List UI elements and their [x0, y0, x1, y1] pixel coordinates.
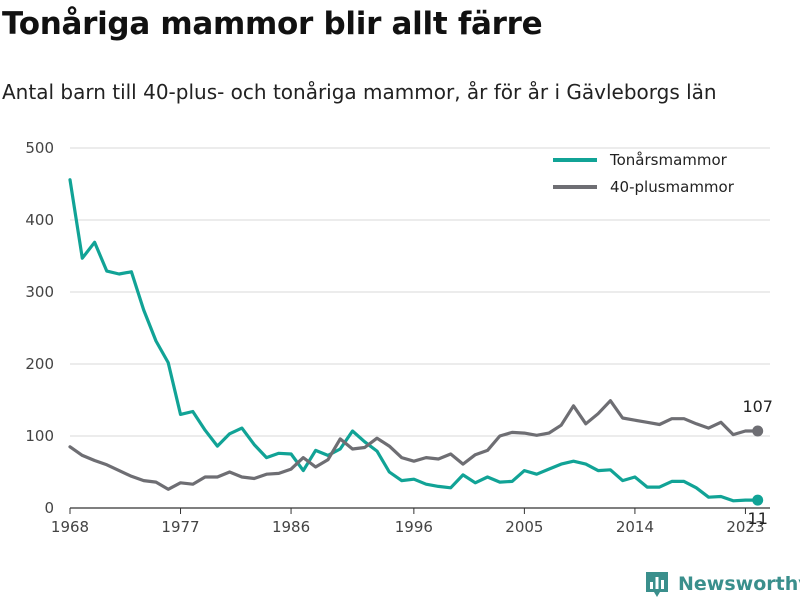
- x-tick-label-1996: 1996: [395, 518, 433, 536]
- x-tick-label-1986: 1986: [272, 518, 310, 536]
- y-tick-label-100: 100: [25, 427, 54, 445]
- end-label-0: 11: [748, 509, 768, 528]
- y-tick-label-400: 400: [25, 211, 54, 229]
- x-tick-label-2023: 2023: [726, 518, 764, 536]
- grid-lines: [70, 147, 770, 437]
- y-tick-label-200: 200: [25, 355, 54, 373]
- chart-title: Tonåriga mammor blir allt färre: [2, 6, 543, 42]
- legend: Tonårsmammor 40-plusmammor: [553, 151, 735, 196]
- x-tick-label-2014: 2014: [616, 518, 654, 536]
- x-tick-label-1968: 1968: [51, 518, 89, 536]
- series-lines: [68, 178, 760, 503]
- x-tick-label-1977: 1977: [161, 518, 199, 536]
- series-line-1: [68, 399, 760, 491]
- x-axis: 1968 1977 1986 1996 2005 2014 2023: [51, 507, 770, 536]
- y-tick-label-0: 0: [44, 499, 54, 517]
- y-axis: 0 100 200 300 400 500: [25, 139, 54, 517]
- y-tick-label-300: 300: [25, 283, 54, 301]
- legend-label-1: 40-plusmammor: [610, 178, 735, 196]
- end-point-1: [752, 425, 764, 437]
- bar-chart-logo-icon: [646, 572, 668, 597]
- end-point-0: [752, 494, 764, 506]
- legend-label-0: Tonårsmammor: [609, 151, 728, 169]
- brand-logo: Newsworthy: [644, 570, 800, 598]
- brand-name: Newsworthy: [678, 573, 800, 595]
- x-tick-label-2005: 2005: [505, 518, 543, 536]
- end-points: 11 107: [742, 397, 773, 528]
- y-tick-label-500: 500: [25, 139, 54, 157]
- chart-subtitle: Antal barn till 40-plus- och tonåriga ma…: [2, 80, 717, 104]
- end-label-1: 107: [742, 397, 773, 416]
- series-line-0: [68, 178, 760, 503]
